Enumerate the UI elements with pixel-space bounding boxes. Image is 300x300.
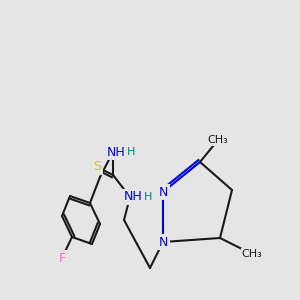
Text: S: S bbox=[93, 160, 101, 173]
Text: F: F bbox=[58, 251, 66, 265]
Text: N: N bbox=[158, 185, 168, 199]
Text: CH₃: CH₃ bbox=[208, 135, 228, 145]
Text: NH: NH bbox=[124, 190, 142, 203]
Text: H: H bbox=[144, 192, 152, 202]
Text: H: H bbox=[127, 147, 135, 157]
Text: N: N bbox=[158, 236, 168, 248]
Text: CH₃: CH₃ bbox=[242, 249, 262, 259]
Text: NH: NH bbox=[106, 146, 125, 158]
